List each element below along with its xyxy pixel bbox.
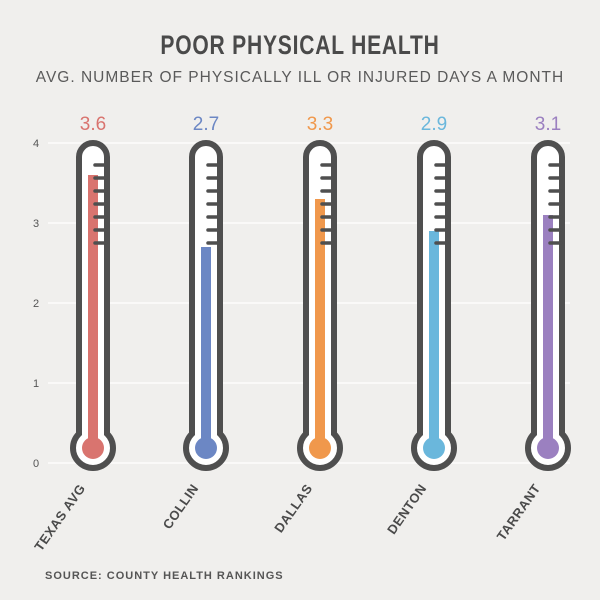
x-tick-label: TEXAS AVG	[31, 481, 88, 554]
chart-title: POOR PHYSICAL HEALTH	[160, 30, 440, 60]
source-note: SOURCE: COUNTY HEALTH RANKINGS	[45, 570, 284, 582]
chart-subtitle: AVG. NUMBER OF PHYSICALLY ILL OR INJURED…	[35, 69, 565, 86]
bar	[88, 175, 98, 448]
data-label: 2.9	[421, 114, 447, 135]
y-tick-label: 4	[33, 138, 39, 150]
bar	[315, 199, 325, 448]
x-tick-label: DENTON	[384, 481, 429, 537]
bulb-fill	[537, 437, 559, 459]
bar	[201, 247, 211, 448]
bulb-fill	[309, 437, 331, 459]
y-tick-label: 3	[33, 218, 39, 230]
y-tick-label: 0	[33, 458, 39, 470]
y-tick-label: 1	[33, 378, 39, 390]
data-label: 3.3	[307, 114, 333, 135]
bar	[543, 215, 553, 448]
data-label: 3.6	[80, 114, 106, 135]
bulb-fill	[195, 437, 217, 459]
data-label: 3.1	[535, 114, 561, 135]
y-tick-label: 2	[33, 298, 39, 310]
bulb-fill	[423, 437, 445, 459]
x-tick-label: COLLIN	[160, 481, 202, 532]
x-tick-label: TARRANT	[494, 481, 544, 543]
bar	[429, 231, 439, 448]
x-tick-label: DALLAS	[271, 481, 315, 535]
data-label: 2.7	[193, 114, 219, 135]
bulb-fill	[82, 437, 104, 459]
